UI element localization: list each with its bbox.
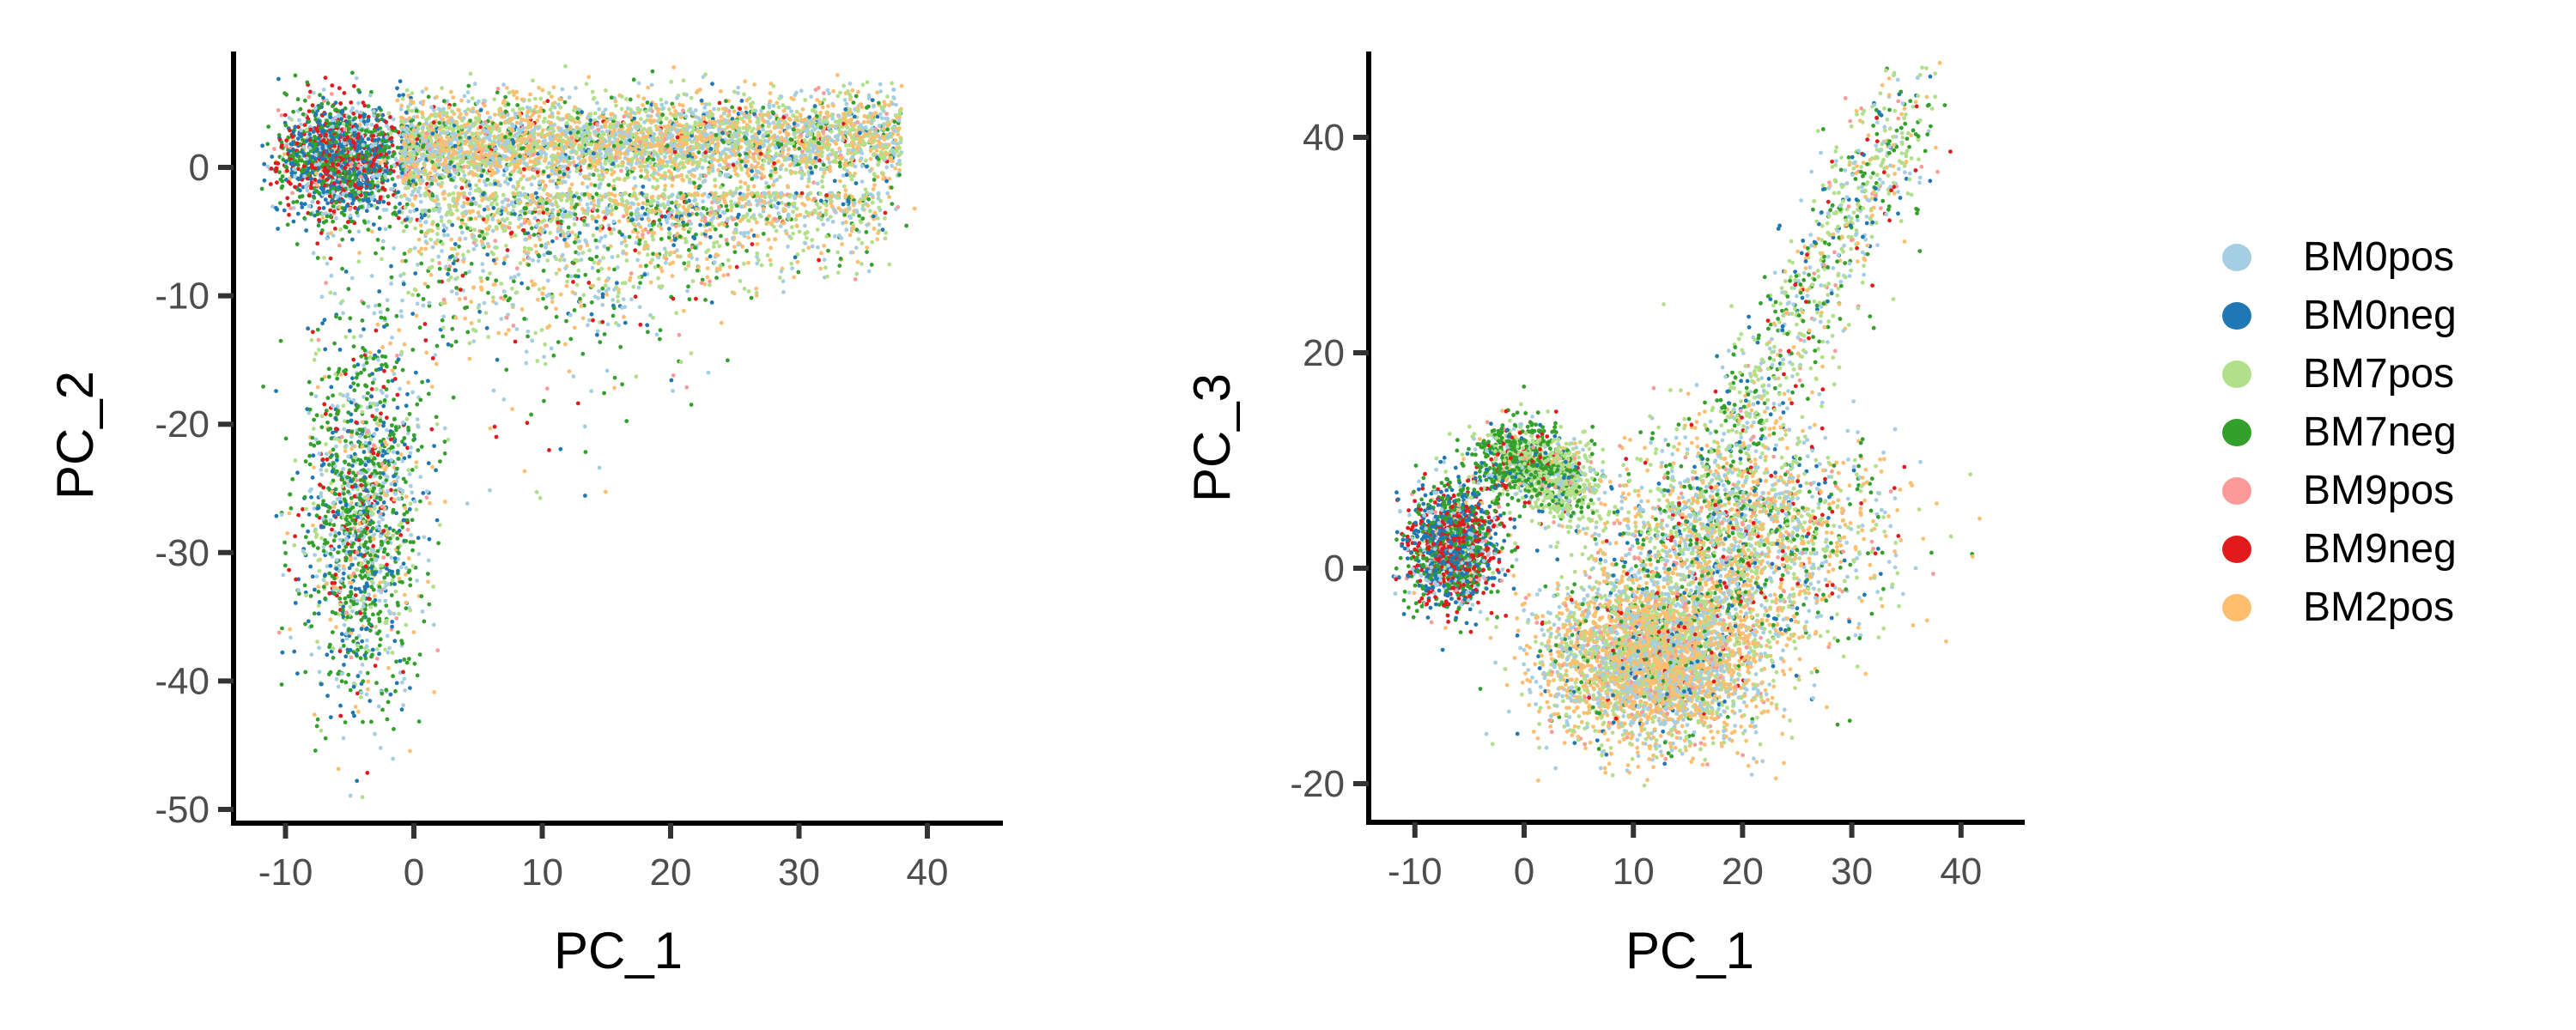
y-tick-label: 0 — [1324, 548, 1345, 590]
legend-label: BM0neg — [2303, 293, 2457, 338]
y-axis-title-right: PC_3 — [1183, 373, 1241, 502]
y-tick-label: -20 — [155, 403, 210, 445]
y-ticks-left: 0 -10 -20 -30 -40 -50 — [155, 147, 234, 831]
pc1-vs-pc2-panel: 0 -10 -20 -30 -40 -50 -10 0 10 20 30 40 PC_1 PC_2 — [46, 52, 1003, 979]
x-tick-label: 30 — [1831, 851, 1873, 893]
x-ticks-left: -10 0 10 20 30 40 — [258, 823, 949, 894]
pc1-vs-pc3-panel: 40 20 0 -20 -10 0 10 20 30 40 PC_1 PC_3 — [1183, 52, 2025, 979]
legend-item-bm9pos: BM9pos — [2207, 465, 2516, 517]
legend-label: BM7pos — [2303, 351, 2455, 397]
y-tick-label: -10 — [155, 276, 210, 318]
x-tick-label: 20 — [650, 851, 692, 894]
x-tick-label: -10 — [258, 851, 313, 894]
x-tick-label: 10 — [1613, 851, 1655, 893]
x-tick-label: 40 — [1940, 851, 1982, 893]
legend-item-bm7pos: BM7pos — [2207, 348, 2516, 400]
scatter-points-left — [259, 64, 917, 800]
legend-item-bm7neg: BM7neg — [2207, 407, 2516, 458]
y-ticks-right: 40 20 0 -20 — [1290, 117, 1369, 805]
scatter-points-right — [1391, 60, 1982, 788]
legend-label: BM7neg — [2303, 409, 2457, 455]
legend-dot-icon — [2222, 536, 2251, 563]
y-tick-label: 20 — [1303, 332, 1345, 374]
legend-label: BM9neg — [2303, 526, 2457, 572]
legend-label: BM9pos — [2303, 468, 2455, 513]
y-axis-title-left: PC_2 — [46, 371, 104, 500]
legend-dot-icon — [2222, 360, 2251, 388]
legend-label: BM2pos — [2303, 585, 2455, 630]
y-tick-label: 40 — [1303, 117, 1345, 159]
x-axis-title-left: PC_1 — [554, 922, 683, 979]
legend-item-bm0neg: BM0neg — [2207, 290, 2516, 342]
y-tick-label: 0 — [189, 147, 210, 189]
legend-dot-icon — [2222, 302, 2251, 330]
x-tick-label: 0 — [404, 851, 424, 894]
legend-item-bm9neg: BM9neg — [2207, 524, 2516, 575]
x-tick-label: 20 — [1722, 851, 1764, 893]
x-tick-label: 10 — [521, 851, 563, 894]
x-tick-label: 40 — [907, 851, 949, 894]
legend-item-bm2pos: BM2pos — [2207, 582, 2516, 633]
legend-dot-icon — [2222, 419, 2251, 446]
legend-dot-icon — [2222, 244, 2251, 271]
legend-label: BM0pos — [2303, 234, 2455, 280]
y-tick-label: -30 — [155, 532, 210, 574]
legend-dot-icon — [2222, 477, 2251, 505]
x-ticks-right: -10 0 10 20 30 40 — [1388, 822, 1982, 893]
legend-item-bm0pos: BM0pos — [2207, 232, 2516, 283]
x-tick-label: 30 — [778, 851, 820, 894]
x-tick-label: 0 — [1514, 851, 1534, 893]
x-tick-label: -10 — [1388, 851, 1443, 893]
y-tick-label: -20 — [1290, 763, 1345, 805]
y-tick-label: -50 — [155, 789, 210, 831]
x-axis-title-right: PC_1 — [1625, 922, 1754, 979]
legend-dot-icon — [2222, 594, 2251, 621]
y-tick-label: -40 — [155, 660, 210, 702]
